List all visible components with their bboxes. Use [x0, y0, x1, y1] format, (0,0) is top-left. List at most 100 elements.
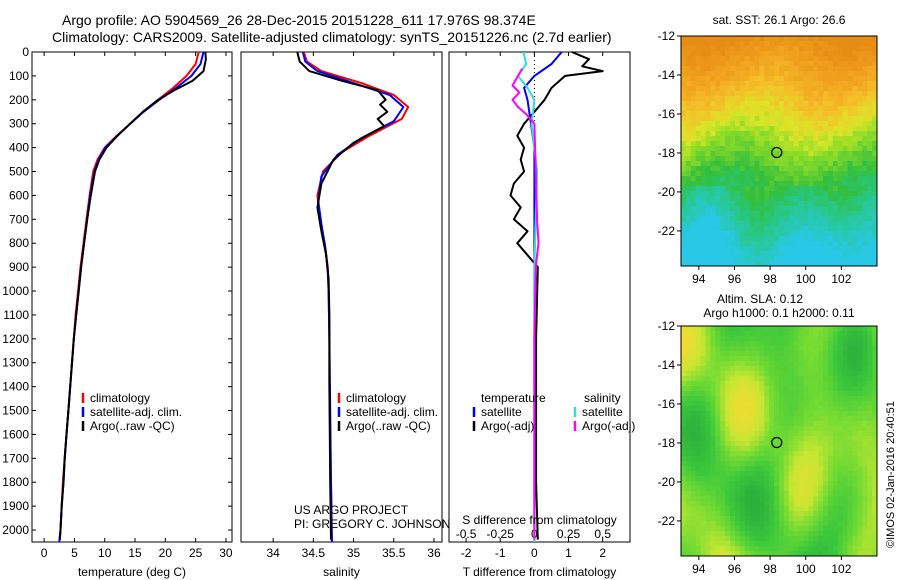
- sst_map-cell: [867, 61, 873, 67]
- sst_map-cell: [793, 146, 800, 152]
- sst_map-cell: [749, 86, 756, 92]
- sla_map-cell: [832, 541, 839, 547]
- sla_map-cell: [749, 356, 756, 362]
- sst_map-cell: [744, 111, 751, 117]
- sst_map-cell: [769, 176, 775, 182]
- sst_map-cell: [813, 171, 819, 177]
- sst_map-cell: [705, 181, 711, 187]
- sla_map-cell: [872, 536, 877, 542]
- sla_map-cell: [754, 446, 760, 452]
- sst_map-cell: [803, 186, 809, 192]
- sla_map-cell: [847, 526, 854, 532]
- sla_map-cell: [793, 341, 800, 347]
- sst_map-cell: [690, 66, 697, 72]
- salinity-legend-label: Argo(..raw -QC): [346, 419, 431, 433]
- sla_map-cell: [803, 436, 809, 442]
- sla_map-cell: [862, 401, 868, 407]
- sst_map-cell: [739, 151, 746, 157]
- sst_map-cell: [695, 176, 702, 182]
- sla_map-cell: [705, 551, 711, 556]
- sst_map-cell: [744, 141, 751, 147]
- sla_map-cell: [862, 356, 868, 362]
- sla_map-cell: [749, 471, 756, 477]
- sla_map-cell: [700, 426, 707, 432]
- sla_map-cell: [695, 486, 702, 492]
- sst_map-cell: [798, 66, 805, 72]
- temperature-xtick-label: 15: [128, 546, 142, 560]
- sst_map-cell: [710, 86, 716, 92]
- sst_map-cell: [749, 241, 756, 247]
- sst_map-cell: [867, 226, 873, 232]
- sst_map-cell: [779, 131, 785, 137]
- sst_map-cell: [769, 41, 775, 47]
- difference-s-axis-label: S difference from climatology: [462, 513, 617, 527]
- sla_map-cell: [847, 466, 854, 472]
- sst_map-cell: [715, 256, 721, 262]
- sla_map-cell: [783, 371, 790, 377]
- sla_map-cell: [828, 356, 834, 362]
- sla_map-cell: [754, 386, 760, 392]
- sla_map-float-position-marker: [771, 436, 783, 449]
- sla_map-cell: [690, 546, 697, 552]
- sst_map-cell: [734, 176, 741, 182]
- sla_map-cell: [803, 426, 809, 432]
- sla_map-cell: [744, 501, 751, 507]
- sla_map-cell: [744, 356, 751, 362]
- sst_map-cell: [730, 116, 736, 122]
- sst_map-cell: [769, 66, 775, 72]
- sst_map-cell: [700, 186, 707, 192]
- sst_map-cell: [872, 191, 877, 197]
- sla_map-cell: [867, 546, 873, 552]
- sla_map-cell: [705, 446, 711, 452]
- sla_map-cell: [739, 426, 746, 432]
- sla_map-cell: [769, 466, 775, 472]
- sla_map-cell: [700, 541, 707, 547]
- temperature-xtick-label: 30: [219, 546, 233, 560]
- sla_map-cell: [730, 496, 736, 502]
- sst_map-cell: [823, 196, 829, 202]
- sst_map-cell: [710, 191, 716, 197]
- sst_map-cell: [734, 131, 741, 137]
- sla_map-cell: [715, 456, 721, 462]
- sla_map-cell: [725, 411, 731, 417]
- sla_map-cell: [857, 356, 863, 362]
- sst_map-cell: [720, 61, 726, 67]
- sst_map-cell: [862, 61, 868, 67]
- sst_map-cell: [774, 151, 780, 157]
- sla_map-cell: [803, 526, 809, 532]
- sst_map-cell: [715, 41, 721, 47]
- sst_map-cell: [744, 226, 751, 232]
- sla_map-cell: [710, 386, 716, 392]
- sla_map-cell: [818, 476, 824, 482]
- sla_map-cell: [769, 366, 775, 372]
- sla_map-cell: [690, 476, 697, 482]
- sla_map-cell: [788, 511, 795, 517]
- sla_map-cell: [872, 521, 877, 527]
- sla_map-cell: [754, 466, 760, 472]
- sst_map-cell: [710, 81, 716, 87]
- sst_map-cell: [734, 171, 741, 177]
- sst_map-cell: [808, 81, 814, 87]
- sla_map-cell: [749, 521, 756, 527]
- sst_map-cell: [725, 51, 731, 57]
- sla_map-cell: [764, 446, 770, 452]
- sst_map-cell: [764, 86, 770, 92]
- sst_map-cell: [793, 106, 800, 112]
- sla_map-cell: [872, 486, 877, 492]
- sst_map-cell: [828, 41, 834, 47]
- sla_map-cell: [734, 406, 741, 412]
- sst_map-cell: [715, 51, 721, 57]
- sst_map-cell: [695, 131, 702, 137]
- sla_map-cell: [715, 391, 721, 397]
- sla_map-cell: [847, 376, 854, 382]
- sst_map-cell: [710, 101, 716, 107]
- sla_map-cell: [837, 496, 844, 502]
- sst_map-cell: [749, 256, 756, 262]
- sst_map-cell: [749, 246, 756, 252]
- sst_map-cell: [705, 51, 711, 57]
- sst_map-cell: [695, 71, 702, 77]
- sla_map-cell: [734, 531, 741, 537]
- sla_map-xtick-label: 96: [728, 562, 742, 576]
- sst_map-cell: [754, 156, 760, 162]
- sst_map-cell: [862, 86, 868, 92]
